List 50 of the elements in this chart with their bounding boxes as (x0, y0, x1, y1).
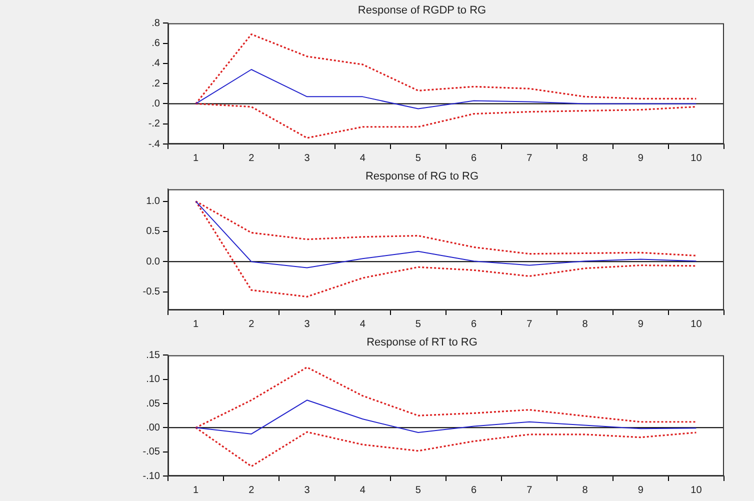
y-tick-label: -.2 (148, 118, 160, 130)
x-tick-label: 10 (690, 152, 702, 164)
y-tick-label: .15 (146, 350, 160, 361)
y-tick-label: 1.0 (146, 196, 160, 208)
x-tick-label: 4 (360, 484, 366, 496)
x-tick-label: 7 (526, 318, 533, 330)
x-tick-label: 5 (415, 484, 422, 496)
y-tick-label: .4 (152, 58, 160, 70)
x-tick-label: 9 (638, 318, 644, 330)
x-tick-label: 10 (690, 318, 702, 330)
x-tick-label: 1 (193, 484, 200, 496)
y-tick-label: -0.5 (142, 286, 160, 298)
x-tick-label: 2 (248, 318, 255, 330)
x-tick-label: 4 (360, 318, 366, 330)
x-tick-label: 1 (193, 318, 200, 330)
x-tick-label: 7 (526, 152, 533, 164)
y-tick-label: .2 (152, 78, 160, 90)
x-tick-label: 3 (304, 152, 310, 164)
x-tick-label: 9 (638, 152, 644, 164)
y-tick-label: .0 (152, 98, 160, 110)
x-tick-label: 3 (304, 318, 310, 330)
x-tick-label: 6 (471, 318, 478, 330)
y-tick-label: -.4 (148, 138, 160, 150)
y-tick-label: -.10 (142, 470, 160, 482)
x-tick-label: 2 (248, 484, 255, 496)
x-tick-label: 3 (304, 484, 310, 496)
x-tick-label: 1 (193, 152, 200, 164)
x-tick-label: 4 (360, 152, 366, 164)
x-tick-label: 7 (526, 484, 533, 496)
x-tick-label: 2 (248, 152, 255, 164)
chart-title: Response of RG to RG (365, 170, 479, 183)
y-tick-label: .6 (152, 38, 160, 50)
y-tick-label: .10 (146, 374, 160, 386)
y-tick-label: .8 (152, 18, 160, 29)
y-tick-label: 0.0 (146, 256, 160, 268)
x-tick-label: 5 (415, 318, 422, 330)
y-tick-label: .05 (146, 398, 160, 410)
y-tick-label: .00 (146, 422, 160, 434)
chart-title: Response of RGDP to RG (358, 4, 486, 17)
x-tick-label: 10 (690, 484, 702, 496)
x-tick-label: 6 (471, 152, 478, 164)
y-tick-label: -.05 (142, 446, 160, 458)
x-tick-label: 8 (582, 484, 588, 496)
x-tick-label: 8 (582, 318, 588, 330)
x-tick-label: 9 (638, 484, 644, 496)
x-tick-label: 5 (415, 152, 422, 164)
x-tick-label: 6 (471, 484, 478, 496)
chart-title: Response of RT to RG (366, 336, 478, 349)
y-tick-label: 0.5 (146, 226, 160, 238)
x-tick-label: 8 (582, 152, 588, 164)
